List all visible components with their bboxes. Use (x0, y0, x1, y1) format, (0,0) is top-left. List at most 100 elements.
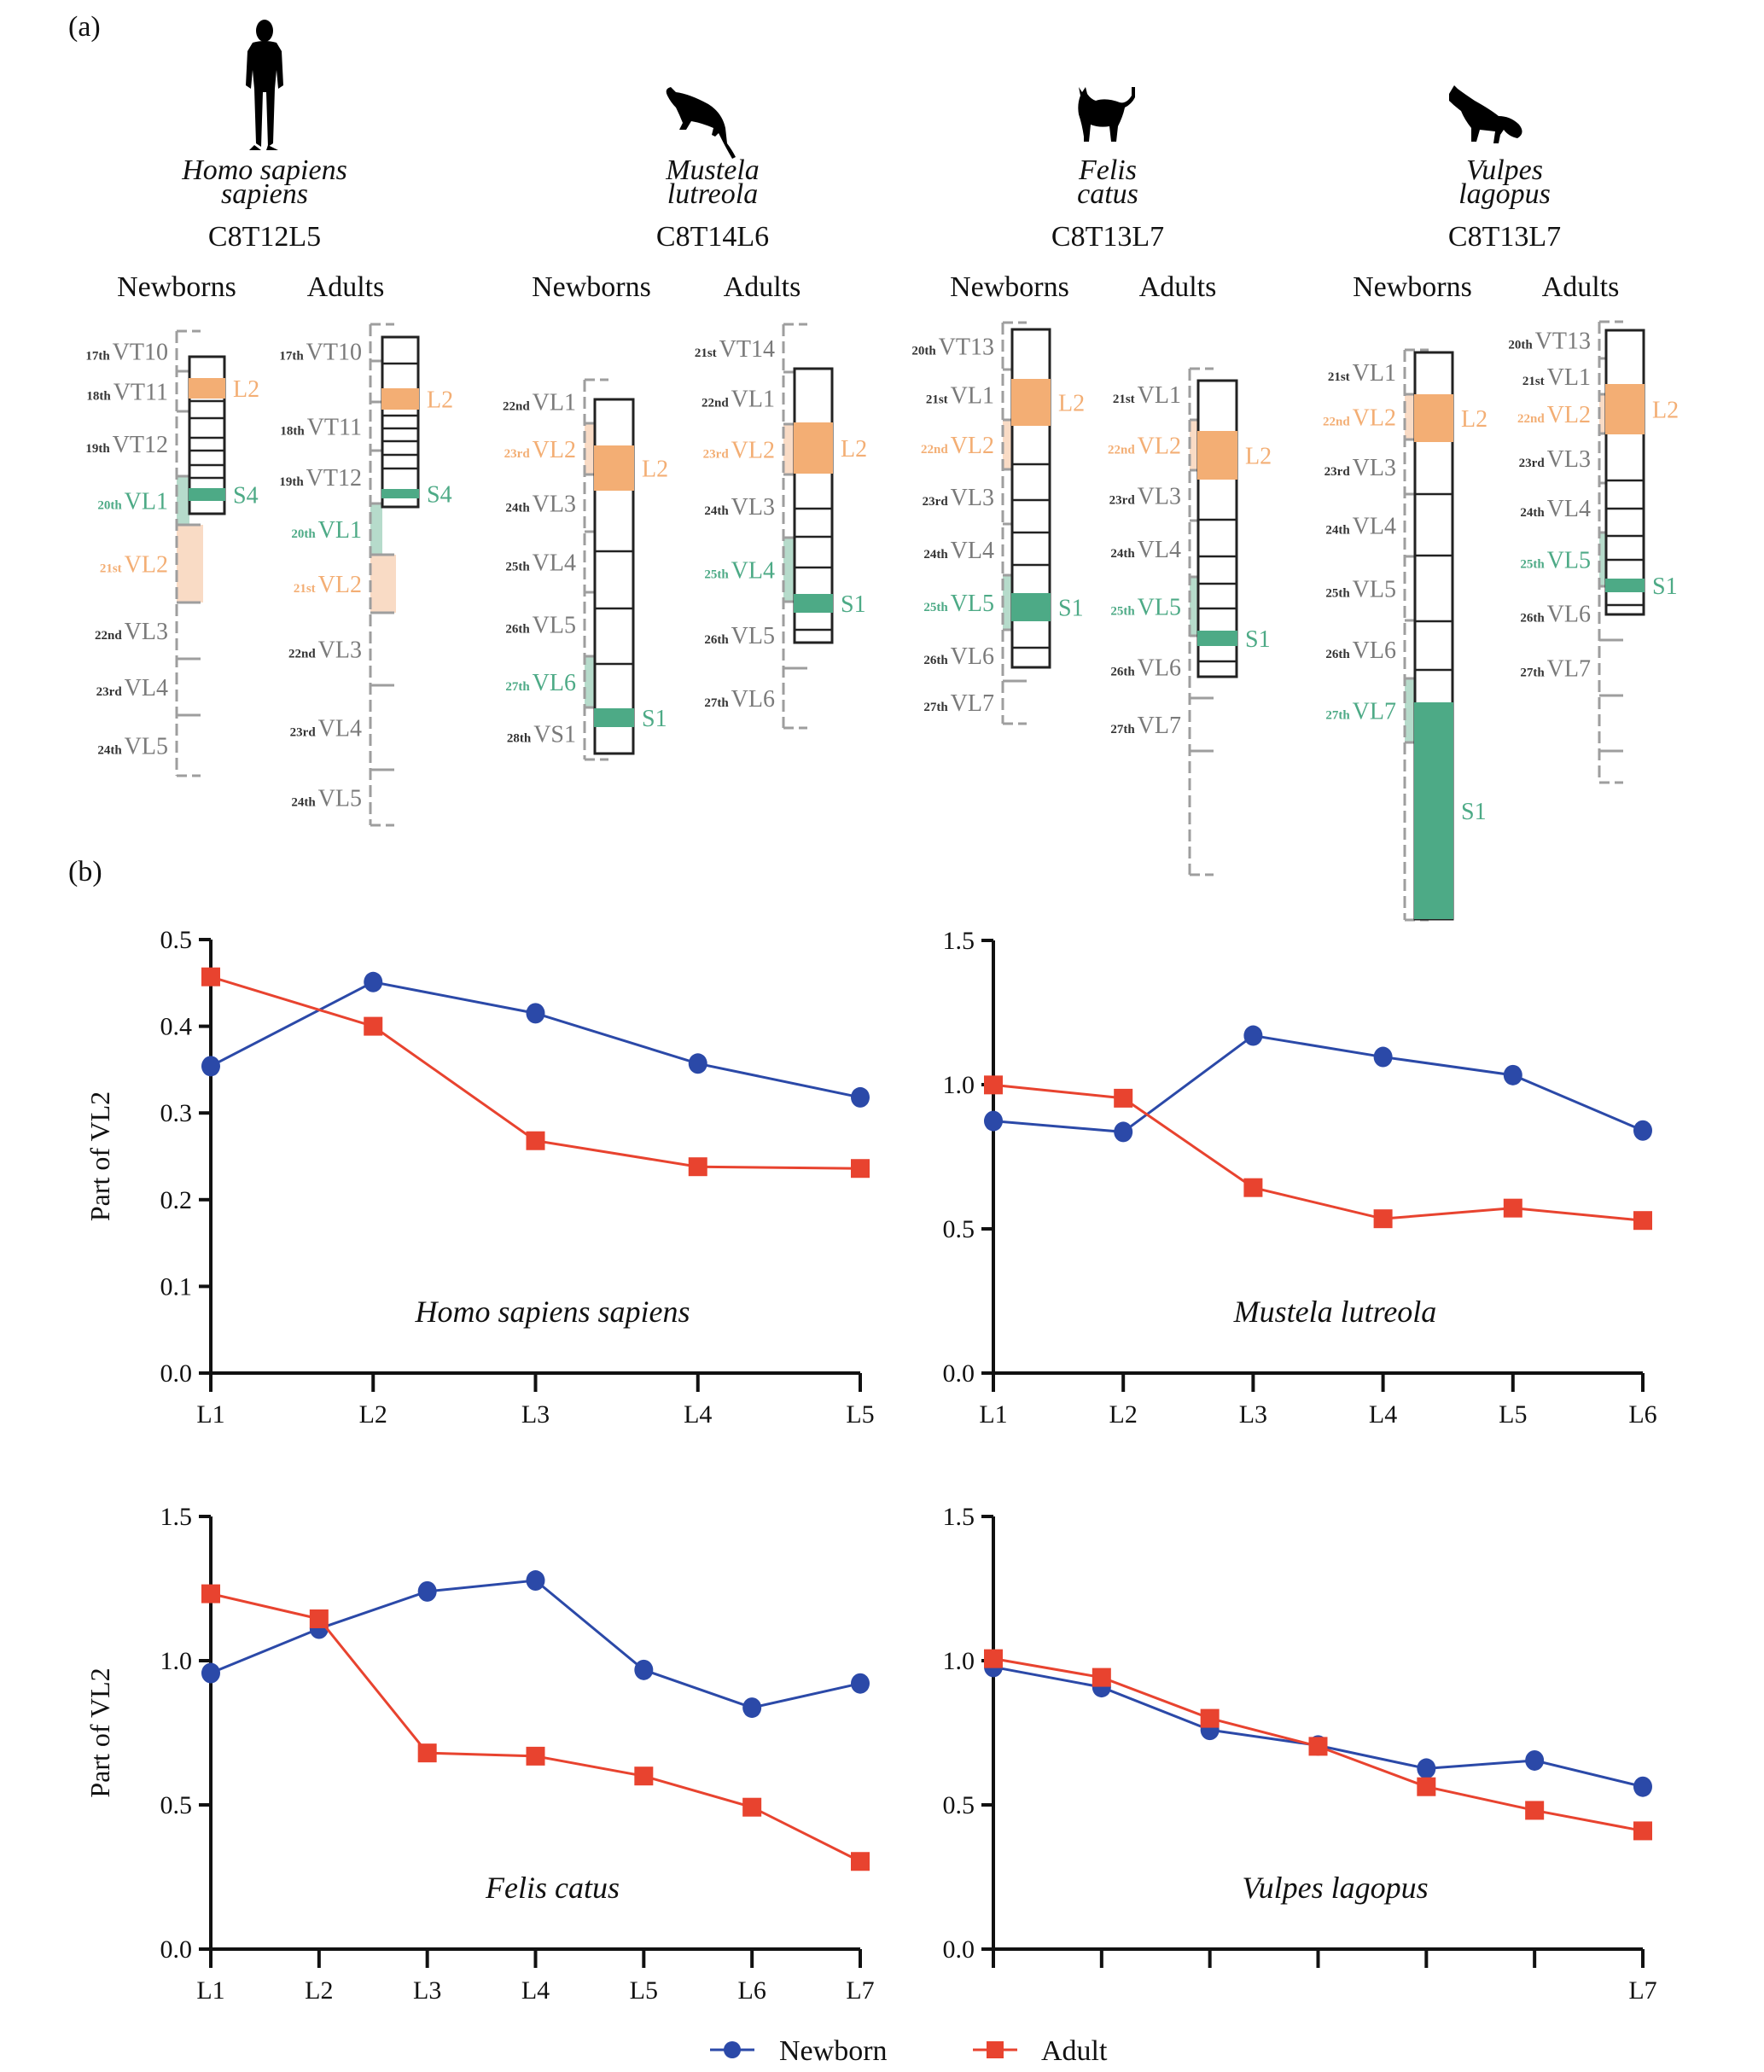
data-point-adult (1243, 1178, 1263, 1197)
vertebra-label: 27th VL7 (1325, 699, 1396, 725)
vertebra-name: VL6 (951, 643, 994, 670)
vertebra-ordinal: 20th (1508, 339, 1533, 352)
vertebra-label: 22nd VL3 (288, 637, 362, 664)
arctic-fox-silhouette-icon (1449, 85, 1522, 143)
vertebra-name: VL1 (1353, 360, 1396, 387)
vertebra-label: 20th VL1 (291, 517, 362, 544)
vertebra-ordinal: 24th (505, 502, 530, 515)
vertebra-ordinal: 26th (1110, 666, 1135, 679)
vertebra-label: 25th VL5 (1520, 548, 1591, 574)
vertebra-ordinal: 26th (704, 633, 729, 647)
legend-adult-marker (987, 2041, 1004, 2058)
data-point-newborn (742, 1697, 762, 1719)
vertebra-name: VT14 (719, 336, 775, 363)
vertebral-formula: C8T12L5 (208, 221, 321, 253)
vertebra-ordinal: 21st (926, 393, 948, 407)
vertebra-ordinal: 22nd (95, 629, 122, 643)
vertebra-name: VL6 (1138, 655, 1181, 682)
vertebra-name: VT10 (113, 340, 168, 366)
vertebra-label: 24th VL4 (923, 538, 994, 564)
vertebra-name: VL5 (318, 786, 362, 812)
x-tick-label: L5 (630, 1976, 658, 2005)
vertebra-name: VL2 (731, 438, 775, 464)
vertebra-label: 21st VL2 (294, 572, 362, 598)
vertebra-name: VL1 (533, 390, 576, 416)
y-tick-label: 0.3 (160, 1099, 193, 1127)
data-point-adult (1200, 1708, 1220, 1728)
vertebra-label: 22nd VL3 (95, 619, 168, 645)
y-tick-label: 1.5 (943, 927, 975, 955)
vertebra-label: 27th VL7 (1520, 656, 1591, 683)
vertebra-name: VL2 (125, 552, 168, 579)
legend-newborn-marker (724, 2041, 741, 2058)
vertebra-label: 17th VT10 (279, 340, 362, 366)
sacral-segment-label: S1 (841, 591, 866, 618)
l2-segment-label: L2 (1058, 391, 1085, 417)
sacral-segment-label: S4 (233, 483, 259, 509)
vertebra-label: 27th VL7 (1110, 713, 1181, 739)
y-tick-label: 1.0 (160, 1647, 193, 1675)
data-point-adult (1417, 1777, 1436, 1796)
vertebra-label: 24th VL4 (1520, 496, 1591, 522)
legend-item-adult: Adult (973, 2035, 1108, 2067)
data-point-newborn (1114, 1121, 1133, 1143)
vertebra-label: 22nd VL1 (503, 390, 576, 416)
vertebra-name: VL4 (1138, 537, 1181, 563)
vertebra-name: VL2 (1547, 402, 1591, 428)
vertebra-ordinal: 18th (86, 390, 111, 404)
vertebra-ordinal: 24th (1520, 506, 1545, 520)
vertebra-label: 24th VL3 (704, 494, 775, 521)
y-tick-label: 0.0 (943, 1359, 975, 1388)
l2-segment-label: L2 (1245, 444, 1272, 470)
y-tick-label: 0.5 (160, 1791, 193, 1819)
vertebra-ordinal: 23rd (1519, 457, 1546, 470)
l2-segment-block (594, 445, 634, 491)
l2-segment-label: L2 (427, 387, 453, 414)
vertebra-label: 28th VS1 (507, 722, 576, 748)
vertebra-name: VL3 (533, 492, 576, 518)
vertebra-shade-green (177, 476, 189, 525)
vertebra-ordinal: 26th (505, 623, 530, 637)
vertebral-formula: C8T14L6 (656, 221, 769, 253)
vertebra-ordinal: 21st (100, 562, 122, 576)
sacral-segment-label: S4 (427, 482, 452, 509)
data-point-newborn (851, 1673, 870, 1694)
data-point-newborn (984, 1110, 1003, 1132)
vertebra-name: VL6 (1353, 637, 1396, 664)
sacral-segment-block (1197, 631, 1237, 646)
vertebra-name: VL3 (1547, 446, 1591, 473)
vertebra-ordinal: 23rd (290, 726, 317, 740)
l2-segment-label: L2 (1461, 406, 1487, 433)
vertebra-ordinal: 20th (291, 527, 316, 541)
vertebra-label: 25th VL4 (505, 550, 576, 577)
data-point-newborn (364, 971, 383, 992)
vertebra-name: VL5 (1138, 595, 1181, 621)
sacral-segment-label: S1 (1058, 596, 1084, 622)
sacral-segment-label: S1 (642, 706, 667, 732)
vertebra-label: 23rd VL3 (1109, 484, 1181, 510)
data-point-newborn (1633, 1776, 1652, 1797)
y-tick-label: 1.5 (160, 1503, 193, 1531)
chart-species-title: Mustela lutreola (1233, 1295, 1437, 1329)
species-name-line1: Felis (1078, 154, 1137, 186)
vertebra-name: VL5 (1547, 548, 1591, 574)
x-tick-label: L1 (196, 1976, 224, 2005)
vertebra-name: VL5 (533, 613, 576, 639)
data-point-adult (526, 1746, 545, 1766)
vertebra-shade-green (585, 656, 595, 707)
vertebra-name: VL6 (533, 670, 576, 696)
vertebra-ordinal: 25th (1325, 587, 1350, 601)
l2-segment-block (1011, 379, 1051, 426)
series-line-newborn (993, 1033, 1644, 1133)
x-tick-label: L2 (359, 1400, 387, 1429)
data-point-newborn (201, 1662, 220, 1684)
vertebra-name: VL7 (951, 690, 994, 717)
series-line-newborn (993, 1665, 1644, 1789)
vertebra-shade-orange (585, 423, 595, 474)
vertebra-ordinal: 22nd (503, 400, 530, 414)
vertebra-name: VL3 (318, 637, 362, 664)
vertebra-label: 18th VT11 (86, 380, 168, 406)
data-point-adult (1525, 1801, 1545, 1820)
vertebra-name: VL6 (731, 686, 775, 713)
